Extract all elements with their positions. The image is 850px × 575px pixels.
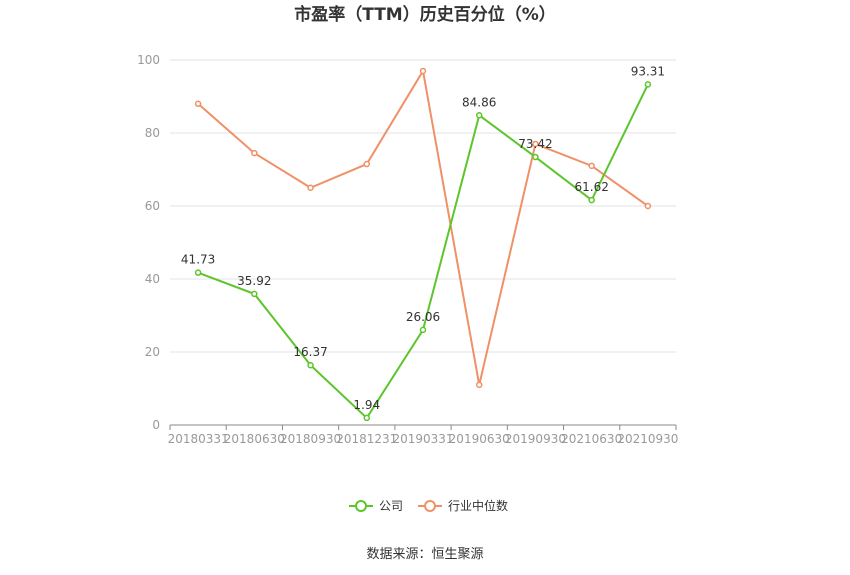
data-point	[194, 269, 202, 276]
x-tick-label: 20181231	[336, 432, 397, 446]
series-line	[197, 68, 649, 386]
data-point	[251, 149, 258, 157]
data-point	[194, 100, 202, 108]
x-tick-label: 20190630	[449, 432, 510, 446]
data-label: 93.31	[631, 64, 665, 78]
legend-swatch-marker	[424, 500, 436, 512]
data-point	[588, 196, 595, 204]
grid	[170, 59, 676, 353]
x-tick-label: 20190331	[392, 432, 453, 446]
data-point	[363, 414, 371, 422]
x-tick-label: 20190930	[505, 432, 566, 446]
y-tick-label: 80	[145, 126, 160, 140]
data-point	[532, 140, 539, 148]
data-point	[307, 361, 314, 369]
data-label: 26.06	[406, 310, 440, 324]
data-point	[419, 326, 427, 334]
chart-title: 市盈率（TTM）历史百分位（%）	[294, 4, 556, 25]
data-point	[588, 162, 595, 170]
data-label: 73.42	[518, 137, 552, 151]
data-point	[644, 202, 652, 210]
x-tick-label: 20210630	[561, 432, 622, 446]
data-point	[419, 67, 427, 75]
x-axis: 2018033120180630201809302018123120190331…	[168, 424, 678, 446]
source-note: 数据来源：恒生聚源	[366, 547, 483, 562]
x-tick-label: 20180331	[168, 432, 229, 446]
data-point	[475, 112, 483, 119]
series-lines: 41.73 35.92 16.37 1.94 26.06 84.86 73.42 61.62 9…	[181, 64, 665, 422]
y-axis: 0 20 40 60 80 100	[137, 53, 160, 432]
y-tick-label: 100	[137, 53, 160, 67]
data-point	[307, 184, 314, 191]
data-label: 16.37	[293, 345, 327, 359]
legend-item[interactable]: 行业中位数	[418, 498, 508, 513]
data-label: 1.94	[353, 398, 380, 412]
y-tick-label: 40	[145, 272, 160, 286]
legend-label: 公司	[379, 499, 403, 513]
x-tick-label: 20180630	[224, 432, 285, 446]
y-tick-label: 60	[145, 199, 160, 213]
legend-label: 行业中位数	[448, 498, 508, 513]
data-point	[251, 290, 258, 298]
data-label: 35.92	[237, 274, 271, 288]
x-tick-label: 20210930	[617, 432, 678, 446]
series-line	[197, 83, 649, 420]
y-tick-label: 20	[145, 345, 160, 359]
legend-item[interactable]: 公司	[349, 499, 403, 513]
data-label: 41.73	[181, 253, 215, 267]
legend[interactable]: 公司 行业中位数	[349, 498, 508, 513]
data-point	[532, 153, 539, 161]
data-point	[644, 81, 652, 88]
y-tick-label: 0	[152, 418, 160, 432]
data-label: 61.62	[574, 180, 608, 194]
data-point	[363, 160, 371, 168]
data-point	[475, 381, 483, 389]
data-label: 84.86	[462, 95, 496, 109]
x-tick-label: 20180930	[280, 432, 341, 446]
legend-swatch-marker	[355, 500, 367, 512]
